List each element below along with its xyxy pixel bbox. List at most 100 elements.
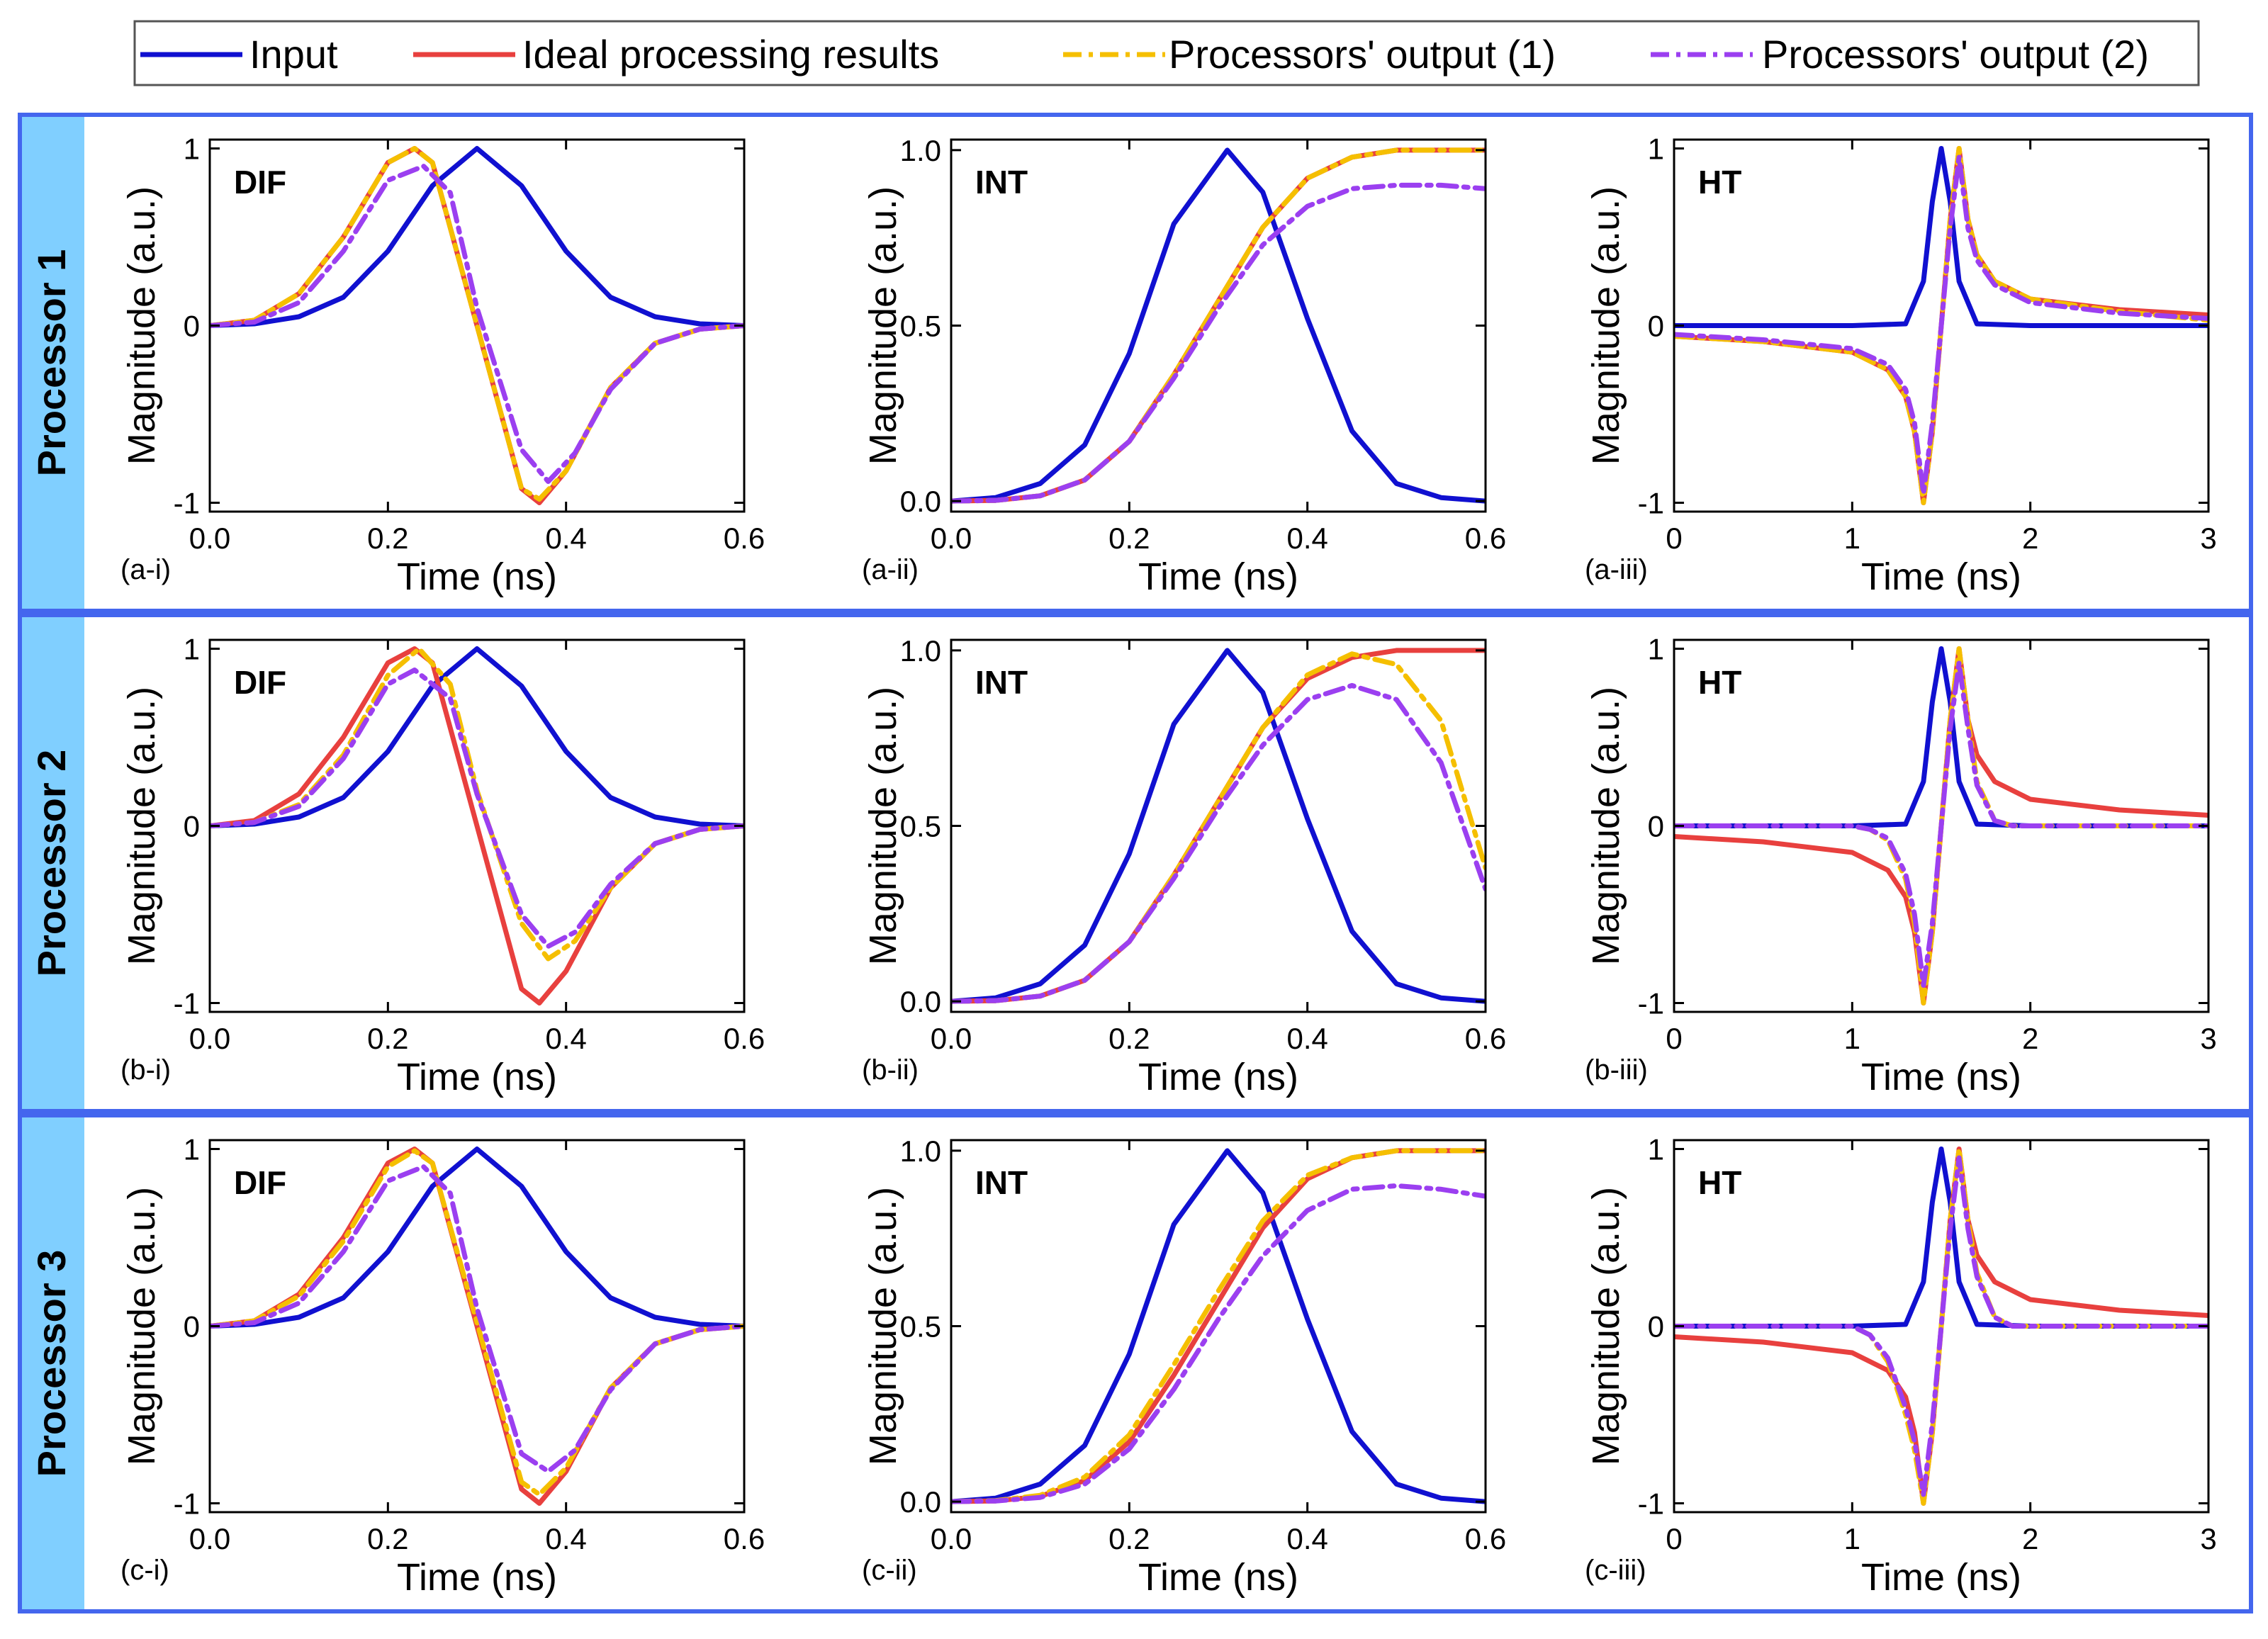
x-tick-label: 1 — [1844, 1022, 1860, 1055]
series-line-processors-output-2 — [210, 668, 744, 949]
y-axis-label: Magnitude (a.u.) — [120, 186, 163, 465]
panel-title: INT — [975, 164, 1028, 201]
series-line-processors-output-2 — [1674, 660, 2208, 988]
y-axis-label: Magnitude (a.u.) — [862, 1187, 904, 1465]
y-tick-label: 0.0 — [900, 1485, 941, 1519]
panel-title: HT — [1698, 164, 1741, 201]
series-group — [951, 1148, 1486, 1504]
row-frame — [18, 1113, 2253, 1613]
x-tick-label: 0.2 — [367, 1022, 408, 1055]
x-tick-label: 0.4 — [1286, 1022, 1327, 1055]
row-processor-1: Processor 1 — [18, 113, 2253, 613]
panel-tag: (a-ii) — [862, 554, 919, 585]
x-tick-label: 0.6 — [724, 522, 765, 555]
panel-b-ii: 0.0 0.2 0.4 0.6 0.0 0.5 1.0 Time (ns) Magnitude … — [862, 634, 1506, 1098]
x-axis-label: Time (ns) — [1138, 556, 1298, 598]
plot-frame — [950, 138, 1487, 513]
series-line-processors-output-2 — [210, 164, 744, 484]
y-tick-label: -1 — [1638, 487, 1664, 520]
x-tick-label: 0.6 — [1465, 522, 1506, 555]
series-line-input — [1674, 646, 2208, 828]
panel-c-i: 0.0 0.2 0.4 0.6 -1 0 1 Time (ns) Magnitude (a.u.… — [120, 1133, 765, 1599]
y-tick-label: 1 — [1648, 133, 1664, 166]
series-line-processors-output-2 — [951, 1183, 1486, 1504]
y-axis-label: Magnitude (a.u.) — [120, 1187, 163, 1465]
y-tick-label: 0.0 — [900, 485, 941, 518]
x-tick-label: 0.4 — [1286, 1522, 1327, 1555]
panel-a-i: 0.0 0.2 0.4 0.6 -1 0 1 Time (ns) Magnitude (a.u.… — [120, 133, 765, 599]
y-tick-label: 1 — [1648, 1133, 1664, 1166]
y-tick-label: 1.0 — [900, 134, 941, 167]
plot-frame — [950, 1139, 1487, 1514]
x-axis-label: Time (ns) — [1861, 1056, 2021, 1098]
x-tick-label: 3 — [2200, 1022, 2216, 1055]
series-line-ideal-processing-results — [951, 1148, 1486, 1504]
y-axis-label: Magnitude (a.u.) — [862, 186, 904, 465]
row-processor-3: Processor 3 — [18, 1113, 2253, 1613]
x-tick-label: 2 — [2022, 1022, 2038, 1055]
y-tick-label: -1 — [174, 1487, 200, 1521]
x-tick-label: 0 — [1666, 1522, 1682, 1555]
x-tick-label: 0.4 — [1286, 522, 1327, 555]
y-axis-label: Magnitude (a.u.) — [1585, 186, 1627, 465]
y-tick-label: -1 — [1638, 987, 1664, 1020]
series-line-ideal-processing-results — [210, 646, 744, 1006]
y-axis-label: Magnitude (a.u.) — [862, 687, 904, 965]
y-tick-label: 0 — [184, 810, 200, 843]
x-tick-label: 0.0 — [189, 522, 230, 555]
x-tick-label: 1 — [1844, 1522, 1860, 1555]
series-line-input — [951, 1148, 1486, 1504]
y-tick-label: 0.5 — [900, 810, 941, 843]
row-processor-2: Processor 2 — [18, 613, 2253, 1113]
row-label: Processor 1 — [29, 249, 74, 477]
series-line-processors-output-2 — [1674, 1155, 2208, 1497]
x-tick-label: 0.6 — [724, 1522, 765, 1555]
series-line-ideal-processing-results — [951, 648, 1486, 1004]
series-line-ideal-processing-results — [210, 1147, 744, 1506]
series-group — [1674, 646, 2208, 1006]
x-tick-label: 3 — [2200, 522, 2216, 555]
x-axis-label: Time (ns) — [1861, 1556, 2021, 1599]
y-tick-label: 0 — [184, 1310, 200, 1344]
panel-a-ii: 0.0 0.2 0.4 0.6 0.0 0.5 1.0 Time (ns) Magnitude … — [862, 134, 1506, 598]
series-line-input — [210, 146, 744, 328]
x-tick-label: 1 — [1844, 522, 1860, 555]
series-line-input — [951, 648, 1486, 1004]
series-line-processors-output-2 — [210, 1164, 744, 1474]
panel-tag: (a-i) — [120, 554, 171, 585]
panel-tag: (b-i) — [120, 1054, 171, 1086]
series-line-processors-output-1 — [951, 651, 1486, 1004]
series-line-processors-output-2 — [951, 682, 1486, 1004]
x-tick-label: 0.4 — [545, 1022, 586, 1055]
x-tick-label: 0.0 — [931, 522, 972, 555]
legend-entry-ideal: Ideal processing results — [413, 32, 939, 77]
panel-tag: (c-iii) — [1585, 1555, 1646, 1586]
x-tick-label: 2 — [2022, 1522, 2038, 1555]
x-tick-label: 0.6 — [1465, 1022, 1506, 1055]
x-tick-label: 0.2 — [1108, 1522, 1150, 1555]
panel-title: DIF — [234, 164, 286, 201]
x-tick-label: 0 — [1666, 522, 1682, 555]
x-tick-label: 0.0 — [931, 1022, 972, 1055]
legend-label-ideal: Ideal processing results — [522, 32, 939, 77]
series-line-processors-output-2 — [1674, 154, 2208, 497]
y-tick-label: 0 — [1648, 1310, 1664, 1344]
x-tick-label: 0.2 — [367, 522, 408, 555]
series-line-processors-output-1 — [951, 1148, 1486, 1504]
x-tick-label: 0 — [1666, 1022, 1682, 1055]
x-axis-label: Time (ns) — [1138, 1056, 1298, 1098]
x-tick-label: 0.6 — [724, 1022, 765, 1055]
x-tick-label: 0.2 — [367, 1522, 408, 1555]
series-group — [951, 648, 1486, 1004]
panel-title: INT — [975, 664, 1028, 701]
x-tick-label: 0.6 — [1465, 1522, 1506, 1555]
panel-title: HT — [1698, 664, 1741, 701]
y-tick-label: 1.0 — [900, 1134, 941, 1168]
y-tick-label: 0 — [1648, 810, 1664, 843]
x-tick-label: 0.0 — [189, 1022, 230, 1055]
row-frame — [18, 613, 2253, 1113]
panel-title: DIF — [234, 1164, 286, 1201]
